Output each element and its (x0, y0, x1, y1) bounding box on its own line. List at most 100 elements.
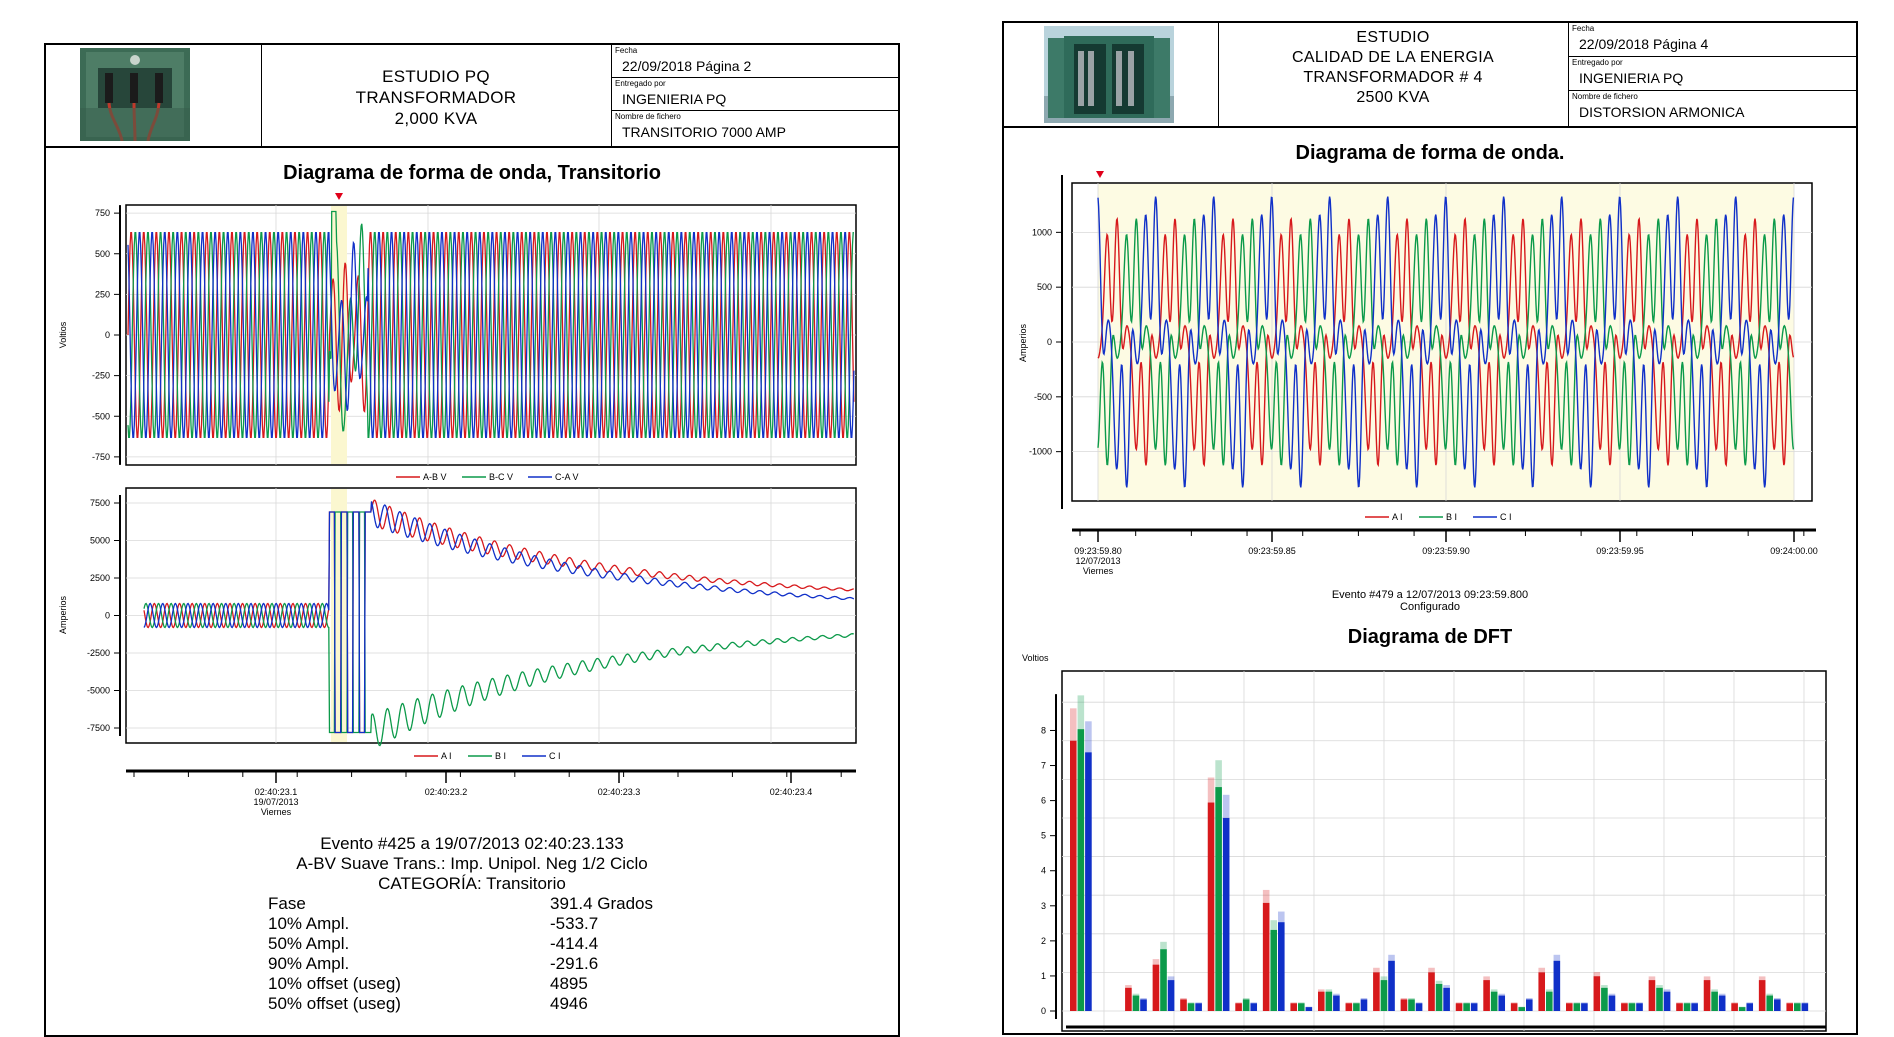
dft-bar (1070, 740, 1077, 1011)
dft-bar (1270, 929, 1278, 1011)
event-param-value: -291.6 (550, 954, 599, 973)
header-title-line: TRANSFORMADOR # 4 (1303, 69, 1483, 86)
event-param-value: -533.7 (550, 914, 599, 933)
voltage-y-tick-label: -500 (92, 411, 110, 421)
right-time-axis-label: 09:23:59.90 (1422, 546, 1470, 556)
dft-bar (1621, 1003, 1628, 1011)
dft-bar (1656, 987, 1663, 1011)
dft-bar (1400, 999, 1408, 1011)
wave-y-tick-label: -500 (1034, 392, 1052, 402)
dft-bar (1463, 1003, 1470, 1011)
dft-bar (1388, 960, 1395, 1011)
event-line: A-BV Suave Trans.: Imp. Unipol. Neg 1/2 … (296, 854, 648, 873)
voltage-legend-label: A-B V (423, 472, 447, 482)
current-legend-label: B I (495, 751, 506, 761)
dft-bar (1801, 1003, 1809, 1011)
right-time-axis-label: 09:23:59.80 (1074, 546, 1122, 556)
dft-bar (1435, 983, 1443, 1011)
header-title-line: 2500 KVA (1356, 89, 1430, 106)
event-line: Evento #425 a 19/07/2013 02:40:23.133 (320, 834, 624, 853)
right-time-axis-label: 09:23:59.95 (1596, 546, 1644, 556)
report-header: ESTUDIO PQ TRANSFORMADOR 2,000 KVA Fecha… (46, 45, 898, 148)
meta-label: Nombre de fichero (1572, 92, 1638, 101)
right-time-axis-label: 09:23:59.85 (1248, 546, 1296, 556)
dft-bar (1703, 980, 1711, 1011)
current-legend-label: C I (549, 751, 561, 761)
right-time-axis-date: 12/07/2013 (1075, 556, 1120, 566)
event-line: CATEGORÍA: Transitorio (378, 874, 566, 893)
header-title-line: TRANSFORMADOR (355, 88, 517, 107)
meta-label: Nombre de fichero (615, 112, 681, 121)
dft-bar (1085, 752, 1092, 1011)
dft-bar (1132, 995, 1140, 1011)
wave-legend-label: A I (1392, 512, 1403, 522)
event-marker (335, 193, 343, 200)
dft-bar (1325, 991, 1333, 1011)
report-page-harmonics: ESTUDIO CALIDAD DE LA ENERGIA TRANSFORMA… (1002, 21, 1858, 1035)
meta-value: INGENIERIA PQ (1579, 70, 1684, 86)
current-series-line (143, 499, 854, 734)
left-time-axis-day: Viernes (261, 807, 292, 817)
right-time-axis-label: 09:24:00.00 (1770, 546, 1818, 556)
dft-bar (1758, 980, 1766, 1011)
voltage-y-tick-label: -750 (92, 452, 110, 462)
dft-y-tick-label: 4 (1041, 866, 1046, 876)
voltage-legend-label: C-A V (555, 472, 579, 482)
wave-series-line (1097, 218, 1795, 466)
dft-bar (1683, 1003, 1691, 1011)
wave-y-tick-label: 0 (1047, 337, 1052, 347)
meta-value: 22/09/2018 Página 4 (1579, 36, 1709, 52)
harmonic-charts: 1000 500 0 -500 -1000 Amperios A I B I C I 09:23:… (1018, 171, 1827, 1032)
dft-bar (1242, 999, 1250, 1011)
dft-bar (1490, 991, 1498, 1011)
dft-bar (1581, 1003, 1588, 1011)
dft-bar (1498, 995, 1506, 1011)
header-meta: Fecha 22/09/2018 Página 2 Entregado por … (611, 45, 898, 146)
wave-series-line (1097, 216, 1795, 468)
dft-bar (1222, 817, 1230, 1011)
header-title-line: CALIDAD DE LA ENERGIA (1292, 49, 1494, 66)
dft-bar (1180, 999, 1187, 1011)
dft-bar (1538, 972, 1546, 1011)
voltage-series-line (127, 210, 854, 439)
current-y-tick-label: 7500 (90, 498, 110, 508)
dft-bar (1167, 980, 1175, 1011)
current-y-tick-label: 2500 (90, 573, 110, 583)
wave-legend-label: B I (1446, 512, 1457, 522)
event-param-name: 10% offset (useg) (268, 974, 401, 993)
dft-y-label: Voltios (1022, 653, 1049, 663)
dft-bar (1601, 987, 1608, 1011)
meta-fecha: Fecha 22/09/2018 Página 2 (612, 45, 898, 78)
dft-bar (1380, 980, 1388, 1011)
event-param-name: 10% Ampl. (268, 914, 350, 933)
dft-y-tick-label: 8 (1041, 725, 1046, 735)
dft-bar (1333, 995, 1340, 1011)
dft-bar (1408, 999, 1415, 1011)
dft-bar (1648, 980, 1656, 1011)
voltage-legend-label: B-C V (489, 472, 513, 482)
dft-bar (1187, 1003, 1195, 1011)
left-time-axis-label: 02:40:23.4 (770, 787, 813, 797)
left-time-axis-label: 02:40:23.2 (425, 787, 468, 797)
header-title: ESTUDIO CALIDAD DE LA ENERGIA TRANSFORMA… (1218, 28, 1568, 108)
meta-value: DISTORSION ARMONICA (1579, 104, 1745, 120)
dft-bar (1518, 1007, 1526, 1011)
cabinet-photo-cell (1004, 23, 1219, 126)
waveform-heading: Diagrama de forma de onda. (1295, 142, 1565, 164)
dft-bar (1608, 995, 1616, 1011)
voltage-series-line (127, 231, 855, 439)
dft-bar (1711, 991, 1718, 1011)
dft-bar (1345, 1003, 1353, 1011)
current-y-tick-label: 0 (105, 611, 110, 621)
dft-bar (1593, 976, 1601, 1011)
dft-y-tick-label: 7 (1041, 761, 1046, 771)
header-title: ESTUDIO PQ TRANSFORMADOR 2,000 KVA (261, 66, 611, 129)
dft-bar (1140, 999, 1147, 1011)
report-header: ESTUDIO CALIDAD DE LA ENERGIA TRANSFORMA… (1004, 23, 1856, 128)
dft-bar (1415, 1003, 1423, 1011)
wave-series-line (1097, 196, 1795, 488)
current-y-label: Amperios (58, 595, 68, 634)
dft-bar (1746, 1003, 1754, 1011)
dft-bar (1636, 1003, 1643, 1011)
event-window-band (331, 489, 347, 742)
